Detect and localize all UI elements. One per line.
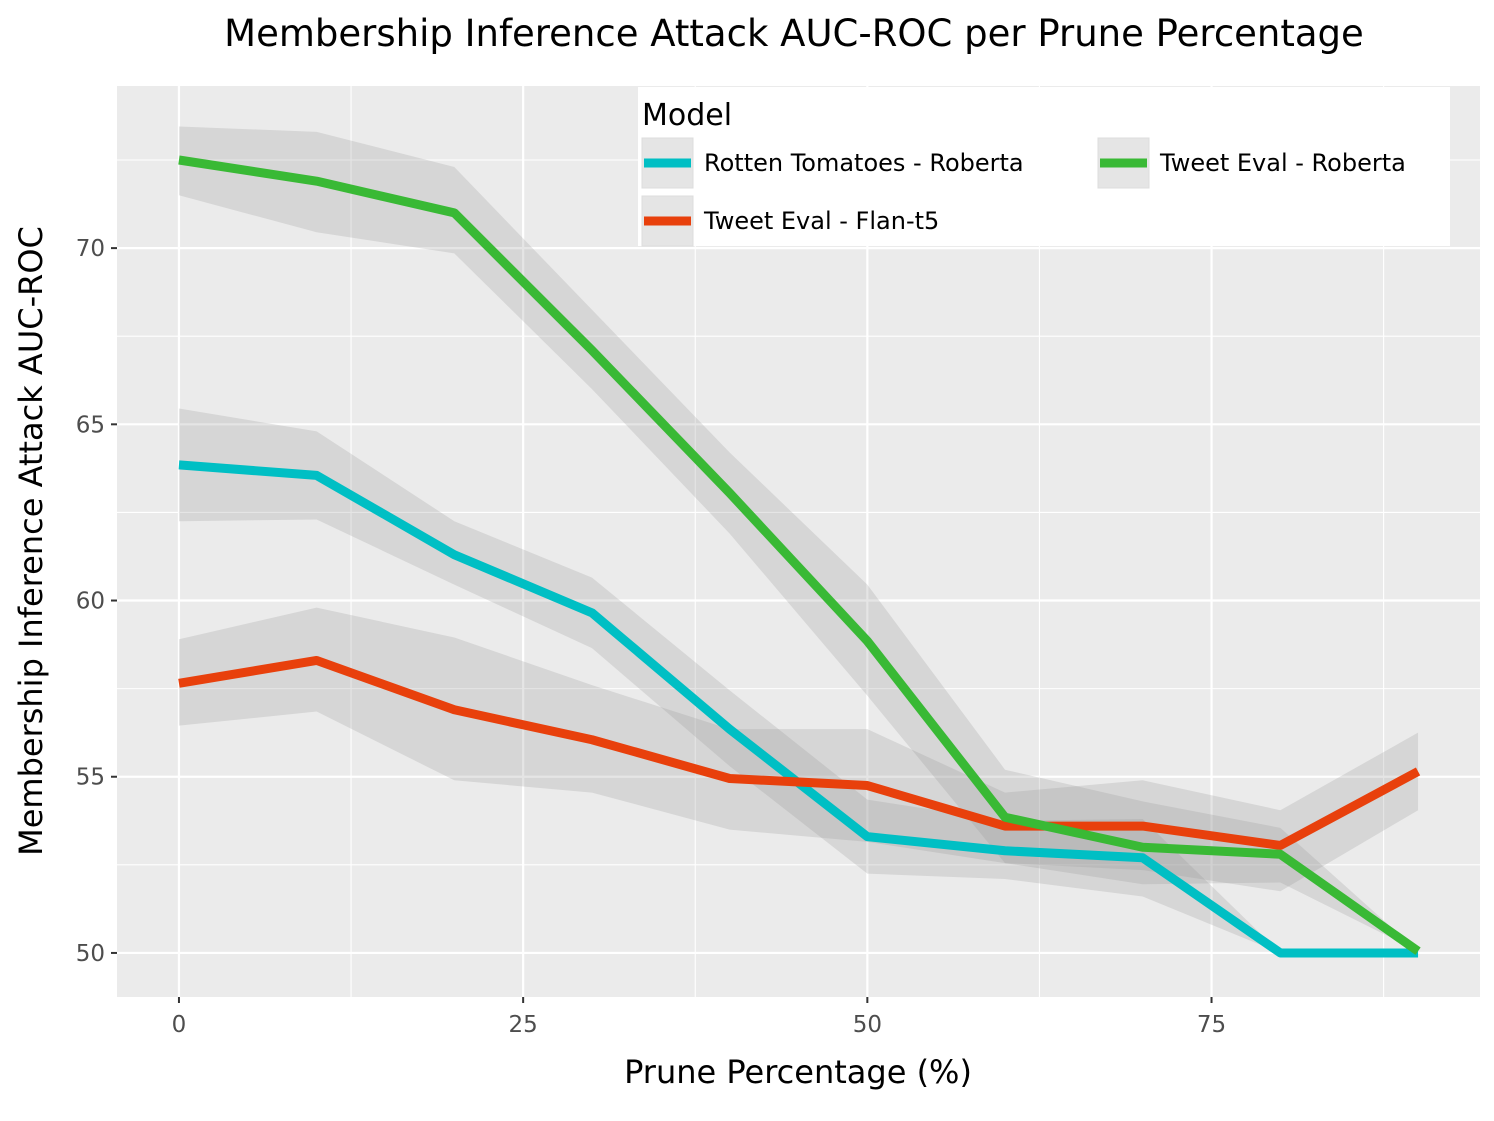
legend-label: Tweet Eval - Roberta bbox=[1159, 149, 1406, 177]
confidence-ribbons bbox=[178, 126, 1419, 953]
legend-title: Model bbox=[642, 98, 732, 133]
x-tick-label: 0 bbox=[172, 1012, 187, 1038]
y-tick-label: 70 bbox=[76, 236, 105, 262]
series-line bbox=[178, 155, 1421, 955]
legend-label: Tweet Eval - Flan-t5 bbox=[703, 207, 939, 235]
chart-title: Membership Inference Attack AUC-ROC per … bbox=[224, 12, 1364, 55]
series-lines bbox=[178, 155, 1421, 958]
ci-ribbon bbox=[178, 126, 1419, 952]
legend-item: Tweet Eval - Roberta bbox=[1097, 137, 1406, 189]
x-axis: 0 25 50 75 bbox=[172, 997, 1226, 1038]
series-line bbox=[178, 655, 1421, 850]
legend-item: Tweet Eval - Flan-t5 bbox=[641, 195, 939, 247]
x-tick-label: 75 bbox=[1197, 1012, 1226, 1038]
y-axis: 50 55 60 65 70 bbox=[76, 236, 117, 967]
y-axis-title: Membership Inference Attack AUC-ROC bbox=[12, 226, 50, 856]
x-tick-label: 50 bbox=[853, 1012, 882, 1038]
legend-label: Rotten Tomatoes - Roberta bbox=[704, 149, 1024, 177]
legend-item: Rotten Tomatoes - Roberta bbox=[641, 137, 1024, 189]
legend-background bbox=[638, 87, 1450, 246]
ci-ribbon bbox=[178, 607, 1419, 892]
legend: Model Rotten Tomatoes - Roberta Tweet Eva… bbox=[638, 87, 1450, 247]
y-tick-label: 55 bbox=[76, 765, 105, 791]
y-tick-label: 65 bbox=[76, 412, 105, 438]
ci-ribbon bbox=[178, 408, 1419, 953]
x-tick-label: 25 bbox=[509, 1012, 538, 1038]
x-axis-title: Prune Percentage (%) bbox=[624, 1053, 972, 1091]
y-tick-label: 60 bbox=[76, 589, 105, 615]
y-tick-label: 50 bbox=[76, 941, 105, 967]
